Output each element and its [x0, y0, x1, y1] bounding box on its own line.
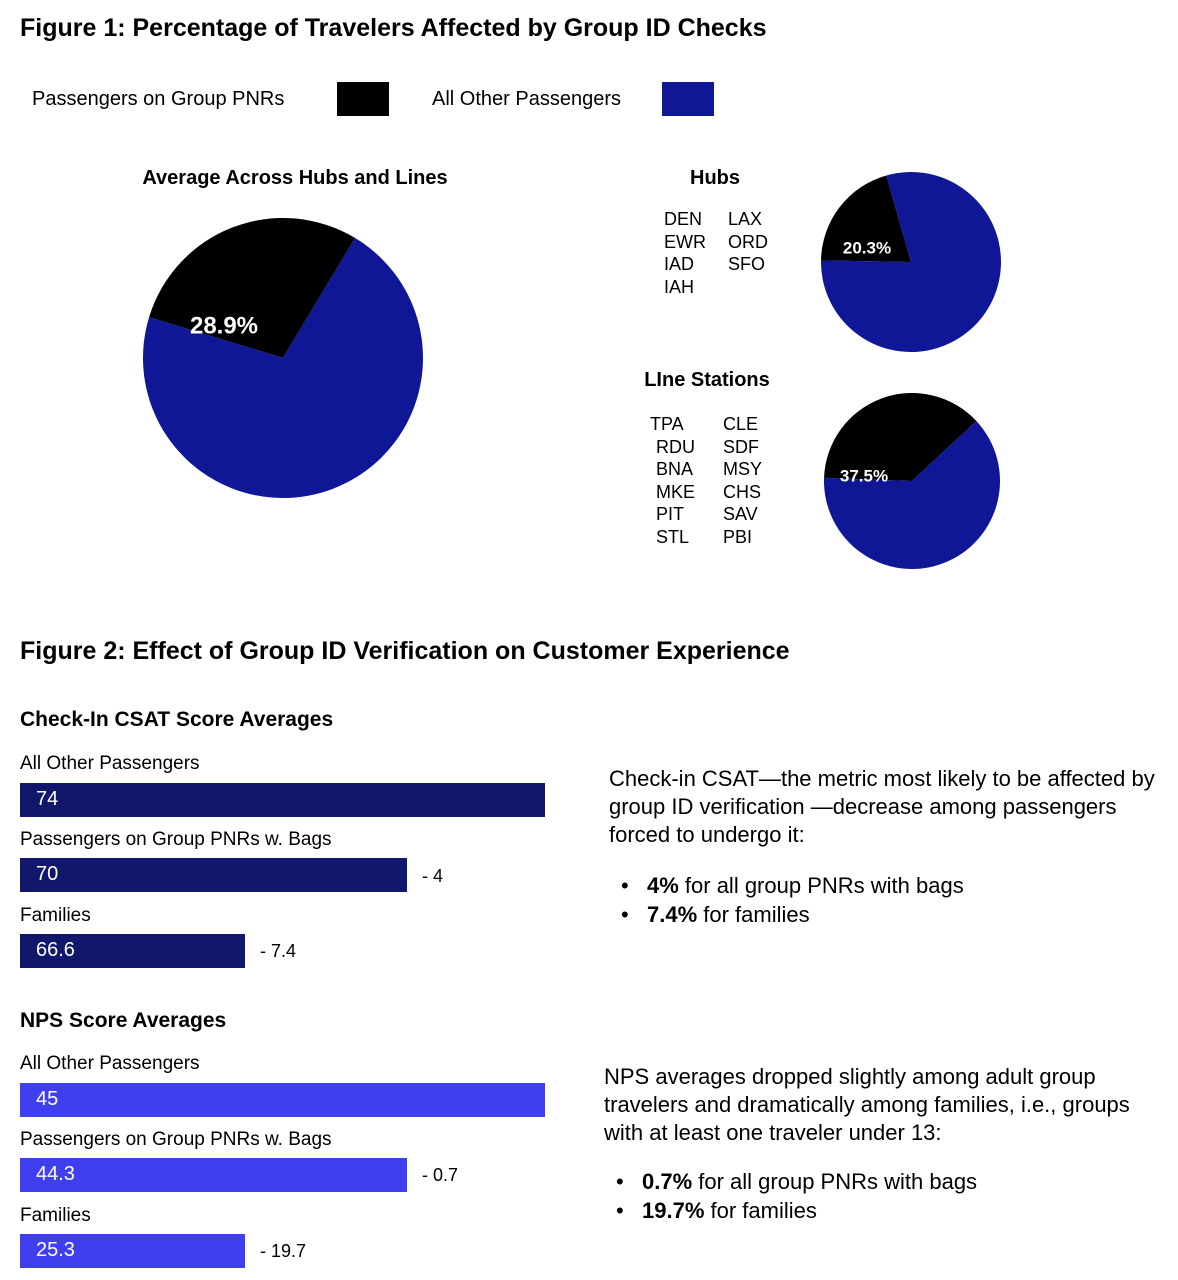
- line-code: SAV: [723, 504, 758, 524]
- bullet-glyph: •: [621, 902, 629, 927]
- pie-slice-group-pnr: [824, 392, 977, 481]
- bullet-bold: 7.4%: [647, 902, 698, 927]
- bar-value-label: 70: [36, 863, 59, 885]
- nps-note-paragraph: NPS averages dropped slightly among adul…: [604, 1064, 1130, 1145]
- bullet-item: • 0.7% for all group PNRs with bags: [604, 1167, 977, 1196]
- hub-code: IAH: [664, 276, 695, 297]
- bar-value-label: 44.3: [36, 1163, 75, 1185]
- pie-slice-label: 37.5%: [840, 466, 888, 485]
- bullet-bold: 0.7%: [642, 1169, 693, 1194]
- line-codes-col1: TPA RDU BNA MKE PIT STL: [650, 413, 695, 548]
- pie-line-stations-title: LIne Stations: [644, 369, 770, 391]
- nps-chart-title: NPS Score Averages: [20, 1009, 227, 1032]
- line-code: CHS: [723, 481, 762, 502]
- bar-category-label: All Other Passengers: [20, 753, 200, 774]
- figure2-title: Figure 2: Effect of Group ID Verificatio…: [20, 637, 790, 665]
- bullet-bold: 19.7%: [642, 1198, 705, 1223]
- bar-value-label: 25.3: [36, 1239, 75, 1261]
- bar-category-label: Passengers on Group PNRs w. Bags: [20, 1129, 332, 1150]
- bullet-text: for all group PNRs with bags: [692, 1169, 978, 1194]
- csat-chart-title: Check-In CSAT Score Averages: [20, 708, 334, 731]
- hub-code: EWR: [664, 231, 706, 252]
- hub-code: LAX: [728, 209, 763, 229]
- hubs-codes-col1: DEN EWR IAD IAH: [664, 208, 706, 298]
- bar-value-label: 45: [36, 1088, 59, 1110]
- bar-category-label: Passengers on Group PNRs w. Bags: [20, 829, 332, 850]
- nps-note-bullets: • 0.7% for all group PNRs with bags • 19.7…: [604, 1167, 977, 1225]
- bar-delta-label: - 4: [422, 866, 444, 886]
- line-code: SDF: [723, 436, 759, 457]
- line-code: MSY: [723, 459, 763, 479]
- pie-slice-label: 28.9%: [190, 312, 258, 339]
- pie-slice-other: [821, 172, 1002, 352]
- pie-average-title: Average Across Hubs and Lines: [142, 167, 448, 189]
- hub-code: ORD: [728, 231, 768, 252]
- legend-group-pnr-label: Passengers on Group PNRs: [32, 88, 285, 110]
- bullet-item: • 7.4% for families: [609, 900, 964, 929]
- legend-group-pnr-swatch: [337, 82, 389, 116]
- nps-bar-group-pnr: 44.3: [20, 1158, 407, 1192]
- bar-category-label: Families: [20, 1205, 91, 1226]
- pie-slice-group-pnr: [149, 217, 356, 358]
- bullet-glyph: •: [621, 873, 629, 898]
- bar-delta-label: - 7.4: [260, 941, 297, 961]
- pie-line-stations: 37.5%: [823, 392, 1000, 569]
- pie-charts-svg: 28.9% 20.3% 37.5%: [143, 172, 1002, 569]
- hub-code: SFO: [728, 254, 766, 274]
- csat-bar-other: 74: [20, 783, 545, 817]
- bullet-text: for families: [697, 902, 810, 927]
- pie-hubs: 20.3%: [821, 172, 1002, 352]
- csat-note-paragraph: Check-in CSAT—the metric most likely to …: [609, 766, 1155, 847]
- pie-average: 28.9%: [143, 217, 424, 499]
- line-code: STL: [656, 526, 690, 547]
- pie-hubs-title: Hubs: [690, 167, 740, 189]
- line-code: BNA: [656, 459, 694, 479]
- line-code: RDU: [656, 436, 695, 457]
- bullet-item: • 4% for all group PNRs with bags: [609, 871, 964, 900]
- legend-other-label: All Other Passengers: [432, 88, 621, 110]
- bar-value-label: 66.6: [36, 939, 75, 961]
- bar-delta-label: - 19.7: [260, 1241, 307, 1261]
- bar-value-label: 74: [36, 788, 59, 810]
- hub-code: IAD: [664, 254, 695, 274]
- csat-bar-group-pnr: 70: [20, 858, 407, 892]
- line-codes-col2: CLE SDF MSY CHS SAV PBI: [723, 413, 762, 548]
- bullet-item: • 19.7% for families: [604, 1196, 977, 1225]
- bullet-glyph: •: [616, 1198, 624, 1223]
- figure1-title: Figure 1: Percentage of Travelers Affect…: [20, 14, 767, 42]
- bar-category-label: Families: [20, 905, 91, 926]
- bullet-glyph: •: [616, 1169, 624, 1194]
- bullet-text: for families: [704, 1198, 817, 1223]
- pie-slice-group-pnr: [821, 175, 911, 262]
- legend-other-swatch: [662, 82, 714, 116]
- pie-slice-other: [823, 420, 1000, 569]
- line-code: CLE: [723, 414, 759, 434]
- pie-slice-other: [143, 238, 424, 499]
- bullet-text: for all group PNRs with bags: [678, 873, 964, 898]
- bar-category-label: All Other Passengers: [20, 1053, 200, 1074]
- hub-code: DEN: [664, 209, 703, 229]
- bar-delta-label: - 0.7: [422, 1165, 459, 1185]
- csat-note-bullets: • 4% for all group PNRs with bags • 7.4% f…: [609, 871, 964, 929]
- nps-bar-other: 45: [20, 1083, 545, 1117]
- line-code: PBI: [723, 526, 753, 547]
- hubs-codes-col2: LAX ORD SFO: [728, 208, 768, 276]
- nps-bar-families: 25.3: [20, 1234, 245, 1268]
- pie-slice-label: 20.3%: [843, 238, 891, 257]
- line-code: MKE: [656, 481, 696, 502]
- bullet-bold: 4%: [647, 873, 679, 898]
- line-code: TPA: [650, 414, 684, 434]
- csat-bar-families: 66.6: [20, 934, 245, 968]
- line-code: PIT: [656, 504, 685, 524]
